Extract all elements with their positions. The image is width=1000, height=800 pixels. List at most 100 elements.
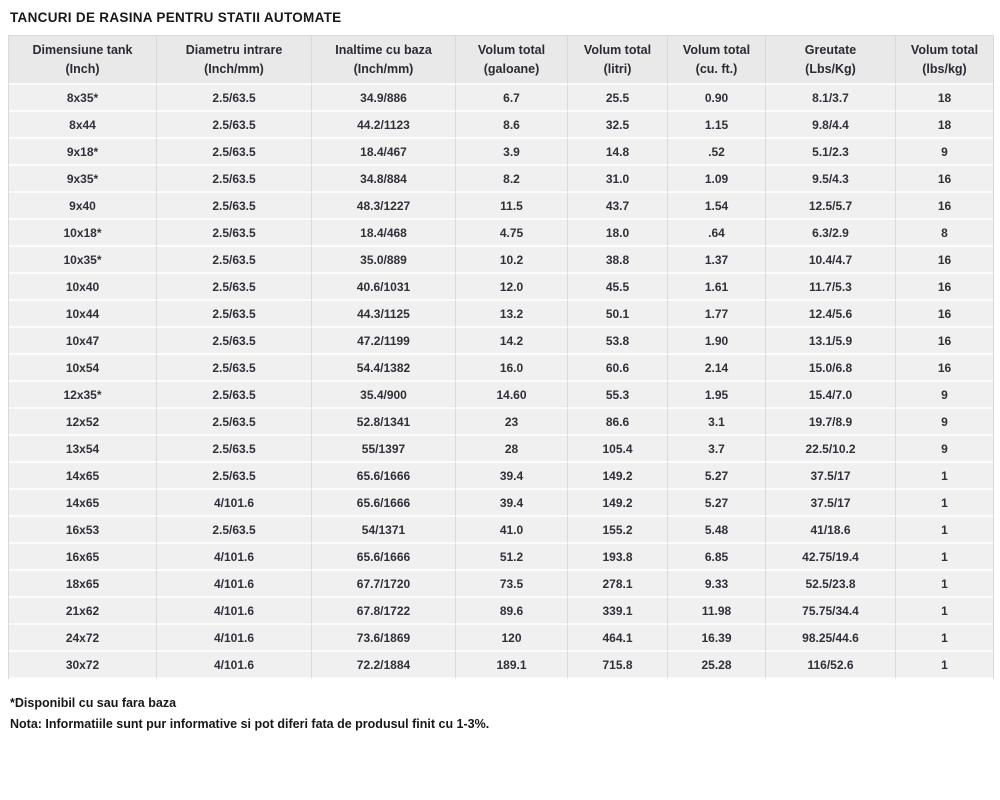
- table-cell: 2.5/63.5: [157, 166, 312, 193]
- table-cell: 14.60: [456, 382, 568, 409]
- table-header-row: Dimensiune tank (Inch) Diametru intrare (In…: [9, 36, 993, 85]
- table-row: 10x18* 2.5/63.5 18.4/468 4.75 18.0.64 6.3/2.9…: [9, 220, 993, 247]
- column-header-label: Volum total: [682, 42, 751, 57]
- column-header-7: Greutate (Lbs/Kg): [766, 36, 896, 85]
- table-row: 12x35* 2.5/63.5 35.4/900 14.60 55.3 1.95 15.4/…: [9, 382, 993, 409]
- table-cell: 10x40: [9, 274, 157, 301]
- table-cell: 37.5/17: [766, 490, 896, 517]
- table-cell: 4/101.6: [157, 490, 312, 517]
- column-header-unit: (Lbs/Kg): [805, 61, 856, 76]
- table-cell: 1.95: [668, 382, 766, 409]
- table-cell: 19.7/8.9: [766, 409, 896, 436]
- table-cell: 30x72: [9, 652, 157, 679]
- table-cell: 464.1: [568, 625, 668, 652]
- column-header-unit: (cu. ft.): [695, 61, 738, 76]
- table-cell: 55/1397: [312, 436, 456, 463]
- table-cell: 65.6/1666: [312, 463, 456, 490]
- column-header-3: Inaltime cu baza (Inch/mm): [312, 36, 456, 85]
- table-row: 10x47 2.5/63.5 47.2/1199 14.2 53.8 1.90 13.1/5…: [9, 328, 993, 355]
- table-cell: 9x40: [9, 193, 157, 220]
- table-cell: 1.54: [668, 193, 766, 220]
- table-cell: 105.4: [568, 436, 668, 463]
- table-cell: 41.0: [456, 517, 568, 544]
- table-cell: 13x54: [9, 436, 157, 463]
- table-cell: 5.27: [668, 490, 766, 517]
- table-cell: 10.2: [456, 247, 568, 274]
- column-header-label: Dimensiune tank: [32, 42, 133, 57]
- table-cell: 2.5/63.5: [157, 247, 312, 274]
- table-cell: 50.1: [568, 301, 668, 328]
- table-row: 10x35* 2.5/63.5 35.0/889 10.2 38.8 1.37 10.4/4…: [9, 247, 993, 274]
- table-cell: 25.28: [668, 652, 766, 679]
- table-cell: 44.3/1125: [312, 301, 456, 328]
- table-cell: 54/1371: [312, 517, 456, 544]
- table-cell: 4.75: [456, 220, 568, 247]
- table-row: 14x65 2.5/63.5 65.6/1666 39.4 149.2 5.27 37.5/…: [9, 463, 993, 490]
- table-cell: 1: [896, 652, 993, 679]
- table-cell: 2.5/63.5: [157, 517, 312, 544]
- table-cell: 5.1/2.3: [766, 139, 896, 166]
- table-cell: 73.6/1869: [312, 625, 456, 652]
- table-cell: 51.2: [456, 544, 568, 571]
- table-row: 24x72 4/101.6 73.6/1869 120 464.1 16.39 98.25/…: [9, 625, 993, 652]
- footnote-availability: *Disponibil cu sau fara baza: [10, 696, 177, 710]
- table-cell: 12.0: [456, 274, 568, 301]
- table-row: 10x54 2.5/63.5 54.4/1382 16.0 60.6 2.14 15.0/6…: [9, 355, 993, 382]
- table-cell: 14x65: [9, 463, 157, 490]
- table-cell: 53.8: [568, 328, 668, 355]
- table-row: 16x53 2.5/63.5 54/1371 41.0 155.2 5.48 41/18.6…: [9, 517, 993, 544]
- table-cell: 5.27: [668, 463, 766, 490]
- table-cell: 278.1: [568, 571, 668, 598]
- table-cell: 1: [896, 544, 993, 571]
- table-row: 14x65 4/101.6 65.6/1666 39.4 149.2 5.27 37.5/1…: [9, 490, 993, 517]
- table-cell: 0.90: [668, 85, 766, 112]
- table-cell: 1.61: [668, 274, 766, 301]
- table-cell: 9.8/4.4: [766, 112, 896, 139]
- table-cell: 2.5/63.5: [157, 274, 312, 301]
- column-header-unit: (Inch/mm): [204, 61, 264, 76]
- table-cell: 2.5/63.5: [157, 112, 312, 139]
- column-header-unit: (Inch/mm): [353, 61, 414, 76]
- table-row: 8x44 2.5/63.5 44.2/1123 8.6 32.5 1.15 9.8/4.4 1…: [9, 112, 993, 139]
- table-cell: 15.4/7.0: [766, 382, 896, 409]
- table-row: 8x35* 2.5/63.5 34.9/886 6.7 25.5 0.90 8.1/3.7 1…: [9, 85, 993, 112]
- table-cell: 6.7: [456, 85, 568, 112]
- table-cell: 34.8/884: [312, 166, 456, 193]
- table-cell: 35.0/889: [312, 247, 456, 274]
- table-cell: 1.37: [668, 247, 766, 274]
- table-cell: 1.15: [668, 112, 766, 139]
- table-cell: 18.4/468: [312, 220, 456, 247]
- table-cell: 75.75/34.4: [766, 598, 896, 625]
- table-row: 9x18* 2.5/63.5 18.4/467 3.9 14.8.52 5.1/2.3 9: [9, 139, 993, 166]
- table-cell: 16: [896, 328, 993, 355]
- table-cell: 12.4/5.6: [766, 301, 896, 328]
- table-cell: 43.7: [568, 193, 668, 220]
- table-cell: 9: [896, 409, 993, 436]
- column-header-label: Diametru intrare: [185, 42, 283, 57]
- table-row: 13x54 2.5/63.5 55/1397 28 105.4 3.7 22.5/10.2 9: [9, 436, 993, 463]
- table-cell: 10x47: [9, 328, 157, 355]
- table-cell: .52: [668, 139, 766, 166]
- table-cell: 10x35*: [9, 247, 157, 274]
- table-cell: 67.7/1720: [312, 571, 456, 598]
- table-cell: 18.0: [568, 220, 668, 247]
- table-row: 9x40 2.5/63.5 48.3/1227 11.5 43.7 1.54 12.5/5.…: [9, 193, 993, 220]
- table-cell: 2.5/63.5: [157, 382, 312, 409]
- table-cell: 24x72: [9, 625, 157, 652]
- table-cell: 12x52: [9, 409, 157, 436]
- column-header-5: Volum total (litri): [568, 36, 668, 85]
- table-cell: 12x35*: [9, 382, 157, 409]
- table-cell: 15.0/6.8: [766, 355, 896, 382]
- table-cell: 1: [896, 517, 993, 544]
- table-cell: 89.6: [456, 598, 568, 625]
- page-title: TANCURI DE RASINA PENTRU STATII AUTOMATE: [10, 10, 342, 25]
- table-cell: 11.5: [456, 193, 568, 220]
- table-cell: 16: [896, 355, 993, 382]
- table-cell: 1: [896, 598, 993, 625]
- table-cell: 39.4: [456, 490, 568, 517]
- table-cell: 16x53: [9, 517, 157, 544]
- table-row: 30x72 4/101.6 72.2/1884 189.1 715.8 25.28 116/…: [9, 652, 993, 679]
- table-cell: 6.85: [668, 544, 766, 571]
- table-cell: 9.5/4.3: [766, 166, 896, 193]
- table-cell: 16: [896, 166, 993, 193]
